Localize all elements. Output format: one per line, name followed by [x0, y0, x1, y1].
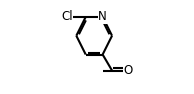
Text: Cl: Cl — [61, 10, 73, 23]
Text: O: O — [123, 64, 133, 77]
Text: N: N — [98, 10, 107, 23]
